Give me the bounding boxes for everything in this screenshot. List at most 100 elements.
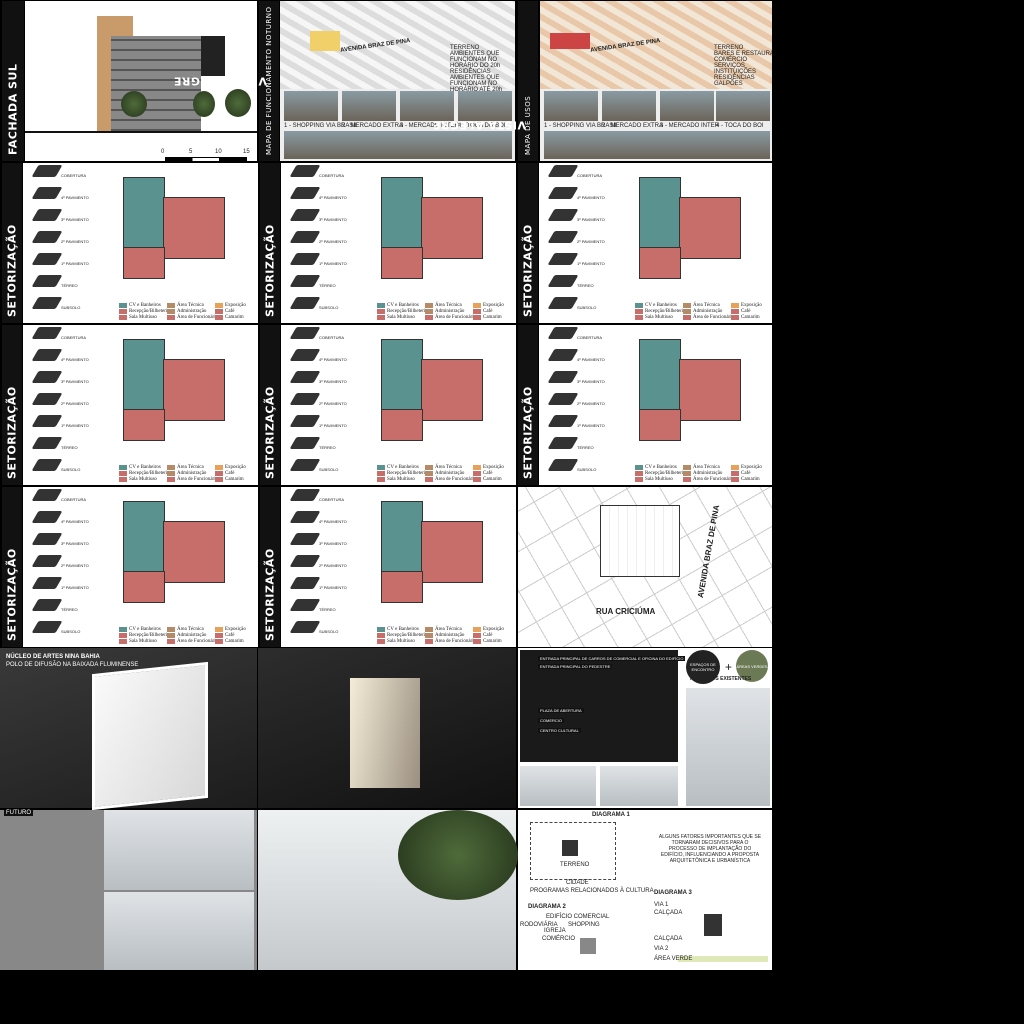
legend-swatch — [473, 639, 481, 644]
level-block — [289, 555, 321, 567]
photo-1 — [544, 91, 598, 121]
tree — [398, 810, 518, 900]
photo-4 — [458, 91, 512, 121]
photo-caption-3: 3 - MERCADO INTER — [660, 123, 720, 129]
map-terrain — [310, 31, 340, 51]
legend-label: Café — [483, 309, 493, 314]
legend-label: Exposição — [741, 465, 762, 470]
level-label: TÉRREO — [319, 445, 336, 450]
legend-swatch — [731, 303, 739, 308]
tree — [121, 91, 147, 117]
floor-plan — [123, 339, 225, 441]
level-block — [289, 275, 321, 287]
legend-label: Exposição — [225, 627, 246, 632]
legend-swatch — [167, 465, 175, 470]
level-label: 4º PAVIMENTO — [577, 195, 605, 200]
usos-legend: TERRENO BARES E RESTAURANTES COMÉRCIO SE… — [714, 45, 772, 87]
level-block — [547, 231, 579, 243]
legend-label: Área Técnica — [693, 465, 720, 470]
setorizacao-legend: CV e Banheiros Área Técnica Exposição Recep… — [23, 465, 258, 483]
level-label: TÉRREO — [61, 445, 78, 450]
level-block — [31, 349, 63, 361]
fachada-panel: 0 5 10 15 — [25, 1, 257, 161]
setorizacao-panel: COBERTURA 4º PAVIMENTO 3º PAVIMENTO 2º PAVI… — [281, 487, 516, 647]
level-label: SUBSOLO — [319, 305, 339, 310]
legend-label: Camarim — [225, 477, 244, 482]
level-block — [31, 437, 63, 449]
legend-swatch — [215, 633, 223, 638]
d3-row-5: ÁREA VERDE — [654, 956, 693, 962]
level-block — [289, 253, 321, 265]
level-label: SUBSOLO — [319, 629, 339, 634]
photo-strip — [544, 131, 770, 159]
circle-areas: ÁREAS VERDES — [736, 650, 768, 682]
legend-label: Café — [225, 633, 235, 638]
diagram-intro: ALGUNS FATORES IMPORTANTES QUE SE TORNAR… — [658, 834, 762, 864]
legend-swatch — [683, 471, 691, 476]
legend-label: Sala Multiuso — [387, 477, 415, 482]
setorizacao-legend: CV e Banheiros Área Técnica Exposição Recep… — [23, 627, 258, 645]
plan-zone — [123, 339, 165, 411]
legend-swatch — [377, 471, 385, 476]
legend-swatch — [215, 477, 223, 482]
vista-noturno-label: VISTA ALEGRE MAPA DE FUNCIONAMENTO NOTURN… — [173, 1, 279, 161]
legend-swatch — [731, 315, 739, 320]
setorizacao-panel: COBERTURA 4º PAVIMENTO 3º PAVIMENTO 2º PAVI… — [23, 487, 258, 647]
plan-zone — [639, 339, 681, 411]
level-block — [289, 327, 321, 339]
legend-swatch — [377, 627, 385, 632]
level-block — [289, 599, 321, 611]
photo-2 — [602, 91, 656, 121]
legend-swatch — [425, 639, 433, 644]
level-label: 2º PAVIMENTO — [319, 563, 347, 568]
legend-label: Sala Multiuso — [387, 639, 415, 644]
ground-line — [25, 131, 257, 133]
photo-3 — [660, 91, 714, 121]
render-title: NÚCLEO DE ARTES NINA BAHIA — [6, 654, 100, 660]
legend-label: Sala Multiuso — [645, 315, 673, 320]
level-label: 1º PAVIMENTO — [577, 261, 605, 266]
setorizacao-panel: COBERTURA 4º PAVIMENTO 3º PAVIMENTO 2º PAVI… — [23, 163, 258, 323]
floor-plan — [123, 177, 225, 279]
d2-item-1: EDIFÍCIO COMERCIAL — [546, 914, 610, 920]
level-label: COBERTURA — [61, 173, 87, 178]
level-label: 1º PAVIMENTO — [577, 423, 605, 428]
cidade-label: CIDADE — [566, 880, 589, 886]
diagram-render — [686, 688, 770, 806]
legend-swatch — [683, 477, 691, 482]
legend-swatch — [167, 627, 175, 632]
scale-5: 5 — [189, 149, 193, 155]
level-label: 2º PAVIMENTO — [319, 239, 347, 244]
level-block — [547, 349, 579, 361]
plan-zone — [123, 409, 165, 441]
legend-swatch — [119, 315, 127, 320]
legend-swatch — [425, 465, 433, 470]
photo-2 — [342, 91, 396, 121]
photo-caption-3: 3 - MERCADO INTER — [400, 123, 460, 129]
plan-zone — [381, 571, 423, 603]
diagram-photo-1 — [520, 766, 596, 806]
photo-caption-2: 2 - MERCADO EXTRA — [342, 123, 404, 129]
plan-zone — [639, 409, 681, 441]
plan-zone — [381, 177, 423, 249]
legend-label: Área de Funcionários — [177, 315, 221, 320]
d3-row-4: VIA 2 — [654, 946, 669, 952]
level-block — [547, 393, 579, 405]
legend-swatch — [473, 303, 481, 308]
level-block — [31, 511, 63, 523]
photo-3 — [400, 91, 454, 121]
legend-label: CV e Banheiros — [129, 303, 161, 308]
level-block — [289, 371, 321, 383]
legend-label: CV e Banheiros — [387, 465, 419, 470]
level-label: 4º PAVIMENTO — [319, 357, 347, 362]
photo-4 — [716, 91, 770, 121]
legend-label: Área Técnica — [177, 465, 204, 470]
setorizacao-label: SETORIZAÇÃO — [518, 325, 538, 485]
legend-swatch — [635, 471, 643, 476]
legend-swatch — [473, 477, 481, 482]
level-block — [31, 275, 63, 287]
d3-green — [678, 956, 768, 962]
vista-usos-panel: AVENIDA BRAZ DE PINA TERRENO BARES E RES… — [540, 1, 772, 161]
scale-0: 0 — [161, 149, 165, 155]
d2-item-5: COMÉRCIO — [542, 936, 575, 942]
